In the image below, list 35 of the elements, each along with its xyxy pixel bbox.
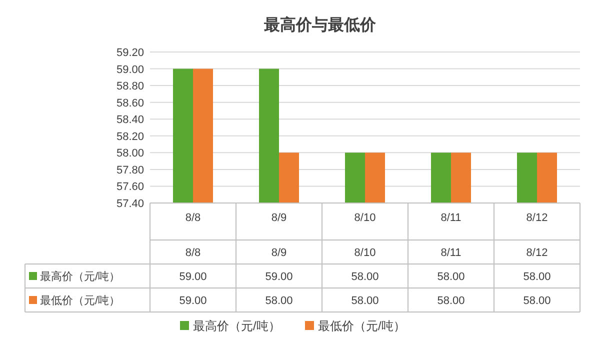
y-tick-label: 57.60	[116, 181, 144, 194]
chart-title: 最高价与最低价	[263, 15, 377, 34]
text: 最低价（元/吨）	[40, 295, 120, 307]
data-label: 58.00	[265, 295, 293, 307]
category-label: 8/8	[185, 247, 201, 259]
data-label: 58.00	[523, 295, 551, 307]
category-label: 8/11	[440, 247, 462, 259]
x-tick-label: 8/8	[185, 212, 201, 224]
y-tick-label: 58.00	[116, 148, 144, 160]
data-label: 58.00	[437, 295, 465, 307]
data-label: 59.00	[179, 295, 207, 307]
y-tick-label: 58.20	[116, 130, 144, 143]
data-label: 58.00	[437, 271, 465, 283]
data-label: 59.00	[265, 271, 293, 283]
category-label: 8/10	[354, 247, 376, 259]
x-tick-label: 8/10	[354, 212, 376, 224]
x-tick-label: 8/9	[271, 212, 287, 224]
category-label: 8/12	[526, 247, 548, 259]
text: 最高价（元/吨）	[193, 319, 280, 333]
legend-label: 最低价（元/吨）	[318, 319, 406, 333]
y-tick-label: 57.40	[116, 198, 144, 210]
category-label: 8/9	[271, 247, 287, 259]
y-tick-label: 59.00	[116, 64, 144, 76]
x-tick-label: 8/12	[526, 212, 548, 224]
y-tick-label: 58.60	[116, 97, 144, 110]
data-label: 58.00	[523, 271, 551, 283]
y-tick-label: 59.20	[116, 47, 144, 59]
y-tick-label: 57.80	[116, 164, 144, 176]
data-label: 58.00	[351, 295, 379, 307]
y-tick-label: 58.80	[116, 80, 144, 93]
legend-label: 最高价（元/吨）	[40, 270, 120, 283]
data-label: 59.00	[179, 271, 207, 283]
y-tick-label: 58.40	[116, 114, 144, 126]
x-tick-label: 8/11	[440, 212, 462, 224]
data-label: 58.00	[351, 271, 379, 283]
